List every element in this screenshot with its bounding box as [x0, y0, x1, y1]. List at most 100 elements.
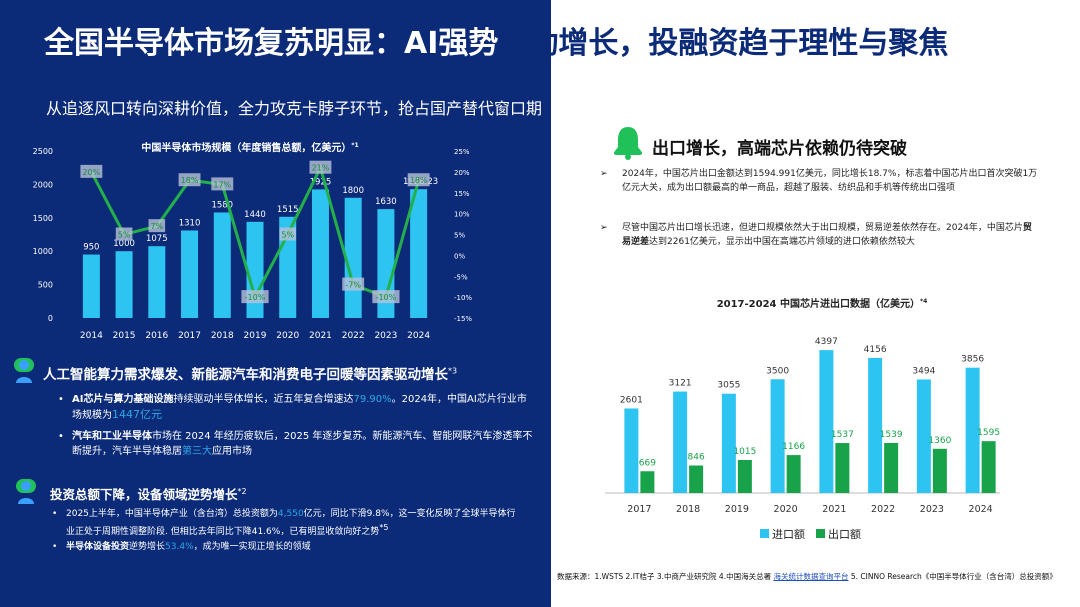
legend-label-export: 出口额 — [828, 527, 861, 541]
y-tick-label: 1500 — [33, 214, 53, 223]
source-link[interactable]: 海关统计数据查询平台 — [773, 572, 849, 581]
section2-title: 投资总额下降，设备领域逆势增长*2 — [50, 484, 247, 503]
bar-value-label: 1310 — [179, 218, 201, 228]
bar — [181, 230, 199, 318]
x-tick-label: 2020 — [276, 331, 299, 341]
y-tick-label: 2500 — [33, 147, 53, 156]
growth-label: -7% — [345, 281, 361, 290]
list-item: 2024年，中国芯片出口金额达到1594.991亿美元，同比增长18.7%，标志… — [600, 168, 1040, 195]
y2-tick-label: -15% — [454, 315, 472, 323]
bar-value-label: 1515 — [277, 205, 299, 215]
y-tick-label: 0 — [48, 314, 53, 323]
growth-label-box — [342, 277, 365, 291]
y2-tick-label: 0% — [454, 252, 465, 260]
x-tick-label: 2022 — [342, 331, 365, 341]
chart-title: 中国半导体市场规模（年度销售总额，亿美元）*1 — [141, 141, 358, 154]
x-tick-label: 2021 — [309, 331, 332, 341]
x-tick-label: 2023 — [374, 331, 397, 341]
bar-import — [721, 393, 736, 493]
bar-import — [624, 408, 639, 493]
growth-label: -10% — [245, 293, 266, 302]
legend-label-import: 进口额 — [772, 528, 805, 541]
legend-swatch-export — [816, 529, 825, 538]
chart-title-text: 中国半导体市场规模（年度销售总额，亿美元） — [141, 141, 351, 154]
growth-label-box — [407, 173, 430, 187]
growth-label-box — [115, 227, 133, 241]
legend-swatch-import — [760, 529, 769, 538]
y2-tick-label: 10% — [454, 211, 470, 219]
growth-label-box — [241, 290, 269, 304]
x-tick-label: 2014 — [80, 331, 103, 341]
y2-tick-label: -5% — [454, 273, 468, 281]
bar-import-label: 2601 — [620, 395, 643, 405]
growth-label: 5% — [118, 231, 131, 240]
bar-export-label: 846 — [688, 453, 705, 463]
market-size-chart: 中国半导体市场规模（年度销售总额，亿美元）*1 0 500 1000 1500 2000 2… — [33, 141, 473, 341]
bar-export-label: 1537 — [831, 430, 854, 440]
growth-label: 17% — [213, 180, 231, 189]
growth-label-box — [309, 160, 332, 174]
bar-export — [884, 442, 899, 493]
bar-value-label: 1925 — [310, 177, 332, 187]
bar-import-label: 3494 — [912, 366, 935, 376]
bar-export — [835, 443, 850, 493]
x-tick-label: 2017 — [627, 504, 651, 515]
section2-bullets: 2025上半年，中国半导体产业（含台湾）总投资额为4,550亿元，同比下滑9.8… — [52, 508, 522, 554]
y-tick-label: 2000 — [33, 180, 53, 189]
right-section-title: 出口增长，高端芯片依赖仍待突破 — [652, 139, 907, 159]
page-title-part2: 驱动增长，投融资趋于理性与聚焦 — [498, 26, 949, 61]
bar — [410, 189, 428, 318]
y-tick-label: 500 — [38, 281, 53, 290]
bar-value-label: 1000 — [113, 239, 135, 249]
sources-footnote: 数据来源：1.WSTS 2.IT桔子 3.中商产业研究院 4.中国海关总署 海关… — [557, 572, 1057, 581]
chart-title-sup: *1 — [351, 142, 358, 149]
growth-label: 20% — [82, 168, 100, 177]
growth-label-box — [372, 290, 400, 304]
y2-tick-label: 20% — [454, 169, 470, 177]
x-tick-label: 2020 — [774, 504, 798, 515]
section1-title: 人工智能算力需求爆发、新能源汽车和消费电子回暖等因素驱动增长*3 — [43, 363, 457, 384]
x-tick-label: 2016 — [145, 331, 168, 341]
bar-import-label: 3121 — [669, 379, 692, 389]
bar-export-label: 1360 — [928, 436, 951, 446]
growth-label: 18% — [181, 176, 199, 185]
y2-tick-label: 5% — [454, 232, 465, 240]
bar — [311, 189, 329, 318]
page-title: 全国半导体市场复苏明显：AI强势驱动增长，投融资趋于理性与聚焦 — [44, 18, 1080, 62]
growth-label: 5% — [281, 231, 294, 240]
growth-label: 21% — [312, 164, 330, 173]
growth-label-box — [211, 177, 234, 191]
bar-value-label: 950 — [83, 243, 99, 253]
bar-export — [981, 441, 996, 493]
bar-import — [868, 357, 883, 493]
title-bar-background — [551, 0, 1080, 84]
import-export-chart: 2017-2024 中国芯片进出口数据（亿美元）*4 2601 669 2017 312… — [605, 297, 1000, 541]
bar-export-label: 1015 — [733, 447, 756, 457]
growth-label-box — [80, 164, 103, 178]
growth-label-box — [178, 173, 201, 187]
x-tick-label: 2022 — [871, 504, 895, 515]
list-item: 半导体设备投资逆势增长53.4%，成为唯一实现正增长的领域 — [52, 541, 522, 554]
section2-title-text: 投资总额下降，设备领域逆势增长 — [50, 487, 238, 502]
bar-import-label: 4156 — [864, 345, 887, 355]
section1-title-text: 人工智能算力需求爆发、新能源汽车和消费电子回暖等因素驱动增长 — [43, 367, 448, 383]
section2-title-sup: *2 — [237, 486, 247, 496]
x-tick-label: 2024 — [407, 331, 430, 341]
page-subtitle: 从追逐风口转向深耕价值，全力攻克卡脖子环节，抢占国产替代窗口期 — [46, 99, 543, 118]
bar — [148, 246, 166, 318]
bar-value-label: 1580 — [211, 200, 233, 210]
bar-export — [786, 455, 801, 493]
x-tick-label: 2023 — [920, 504, 944, 515]
growth-label: 7% — [150, 222, 163, 231]
bar-export — [689, 465, 704, 493]
x-tick-label: 2019 — [244, 331, 267, 341]
bar-import-label: 3055 — [717, 381, 740, 391]
bar-import — [819, 350, 834, 493]
x-tick-label: 2021 — [822, 504, 846, 515]
bar-import — [673, 391, 688, 493]
list-item: 汽车和工业半导体市场在 2024 年经历疲软后，2025 年逐步复苏。新能源汽车… — [58, 429, 536, 459]
bar-export-label: 1539 — [880, 430, 903, 440]
bar — [213, 212, 231, 318]
person-icon — [16, 479, 36, 504]
x-tick-label: 2019 — [725, 504, 749, 515]
